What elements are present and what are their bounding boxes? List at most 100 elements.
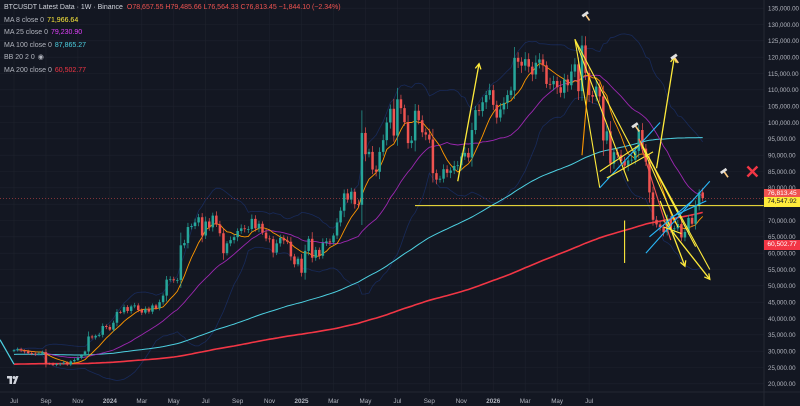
- candle[interactable]: [289, 237, 293, 261]
- candle[interactable]: [200, 213, 204, 243]
- candle[interactable]: [261, 221, 264, 235]
- candle[interactable]: [332, 233, 335, 245]
- candle[interactable]: [570, 64, 573, 90]
- candle[interactable]: [527, 53, 531, 73]
- candle[interactable]: [325, 238, 328, 247]
- candle[interactable]: [19, 347, 23, 353]
- candle[interactable]: [449, 167, 452, 179]
- candle[interactable]: [140, 308, 144, 316]
- candle[interactable]: [509, 86, 513, 99]
- candle[interactable]: [296, 256, 300, 267]
- candle[interactable]: [456, 160, 460, 171]
- candle[interactable]: [34, 352, 37, 356]
- candle[interactable]: [431, 128, 435, 183]
- candle[interactable]: [577, 57, 580, 101]
- time-axis[interactable]: Jul Sep Nov 2024 Mar May Jul Sep Nov 2025 Mar May Ju…: [0, 391, 800, 405]
- candle[interactable]: [300, 254, 303, 277]
- candle[interactable]: [538, 53, 541, 69]
- candle[interactable]: [389, 104, 392, 129]
- hammer-icon[interactable]: [631, 122, 642, 133]
- indicator-ma8[interactable]: MA 8 close 0 71,966.64: [4, 15, 341, 28]
- candle[interactable]: [105, 324, 108, 330]
- candle[interactable]: [286, 236, 289, 245]
- candle[interactable]: [612, 148, 616, 169]
- indicator-ma25[interactable]: MA 25 close 0 79,230.90: [4, 27, 341, 40]
- candle[interactable]: [48, 362, 51, 365]
- candle[interactable]: [250, 214, 254, 232]
- candle[interactable]: [257, 220, 261, 233]
- candle[interactable]: [303, 244, 307, 280]
- candle[interactable]: [470, 122, 474, 167]
- candle[interactable]: [328, 238, 332, 246]
- candle[interactable]: [594, 80, 598, 102]
- candle[interactable]: [484, 90, 488, 109]
- candle[interactable]: [254, 215, 257, 232]
- candle[interactable]: [222, 228, 225, 260]
- candle[interactable]: [321, 238, 325, 259]
- hammer-icon[interactable]: [719, 167, 731, 179]
- candle[interactable]: [421, 115, 424, 138]
- candle[interactable]: [396, 87, 399, 146]
- candle[interactable]: [687, 214, 690, 235]
- candle[interactable]: [463, 147, 467, 160]
- candle[interactable]: [229, 236, 232, 247]
- candle[interactable]: [406, 115, 410, 149]
- candle[interactable]: [701, 187, 704, 202]
- tradingview-logo[interactable]: [6, 374, 20, 386]
- candle[interactable]: [523, 52, 527, 71]
- candle[interactable]: [80, 354, 83, 360]
- candle[interactable]: [23, 349, 26, 354]
- candle[interactable]: [247, 226, 250, 233]
- candle[interactable]: [151, 303, 154, 315]
- candle[interactable]: [481, 97, 484, 117]
- hammer-icon[interactable]: [670, 53, 681, 65]
- candle[interactable]: [531, 61, 534, 82]
- candle[interactable]: [119, 310, 122, 314]
- channel-line[interactable]: [645, 180, 711, 254]
- candle[interactable]: [548, 77, 552, 90]
- candle[interactable]: [520, 57, 523, 73]
- fan-line[interactable]: [599, 144, 640, 172]
- candle[interactable]: [399, 94, 403, 114]
- candle[interactable]: [16, 347, 19, 352]
- trendline[interactable]: [574, 39, 601, 188]
- candle[interactable]: [513, 46, 516, 100]
- candle[interactable]: [545, 61, 548, 88]
- wedge-line[interactable]: [581, 73, 590, 156]
- candle[interactable]: [353, 188, 357, 209]
- channel-line[interactable]: [649, 200, 693, 238]
- candle[interactable]: [573, 58, 577, 78]
- candle[interactable]: [211, 212, 215, 232]
- candle[interactable]: [506, 90, 509, 109]
- candle[interactable]: [94, 334, 97, 340]
- candle[interactable]: [97, 332, 101, 338]
- arrow-down-left[interactable]: [659, 200, 686, 267]
- candle[interactable]: [591, 90, 594, 104]
- candle[interactable]: [673, 225, 676, 234]
- candle[interactable]: [275, 239, 278, 256]
- candle[interactable]: [552, 75, 555, 91]
- candle[interactable]: [477, 104, 481, 116]
- candle[interactable]: [176, 277, 179, 284]
- candle[interactable]: [534, 55, 538, 80]
- candle[interactable]: [392, 98, 396, 142]
- candle[interactable]: [87, 331, 90, 356]
- candle[interactable]: [172, 276, 176, 283]
- candle[interactable]: [73, 358, 76, 363]
- candle[interactable]: [158, 299, 161, 311]
- candle[interactable]: [307, 236, 310, 256]
- candle[interactable]: [83, 350, 87, 357]
- candle[interactable]: [193, 218, 197, 230]
- candle[interactable]: [360, 110, 364, 225]
- candle[interactable]: [428, 128, 431, 144]
- candle[interactable]: [467, 148, 470, 162]
- candle[interactable]: [108, 324, 112, 332]
- candle[interactable]: [58, 362, 62, 366]
- candle[interactable]: [626, 157, 630, 172]
- candle[interactable]: [41, 350, 44, 355]
- candle[interactable]: [76, 356, 80, 362]
- candle[interactable]: [566, 74, 570, 92]
- trendline[interactable]: [574, 38, 636, 156]
- candle[interactable]: [371, 146, 374, 175]
